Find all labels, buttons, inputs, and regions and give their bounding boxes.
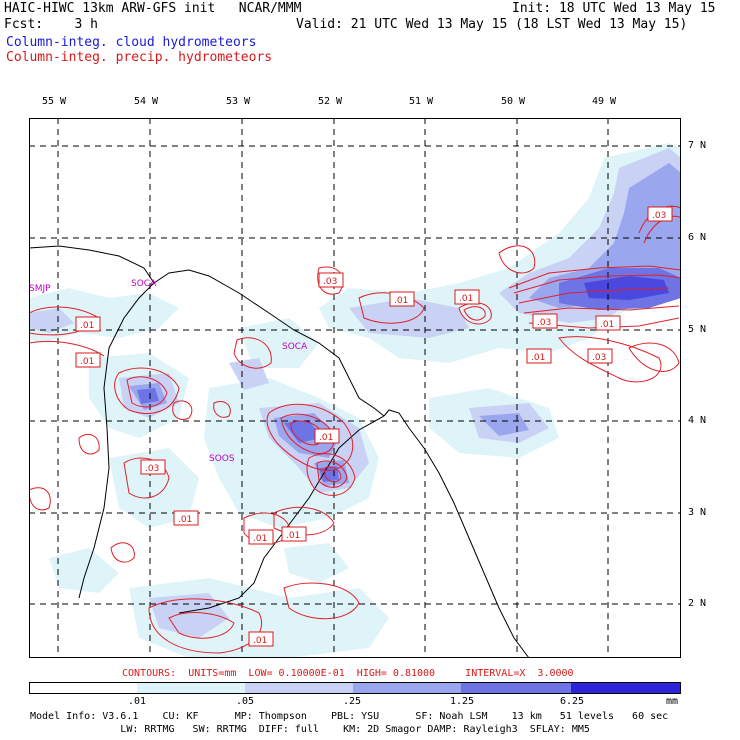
station-label: SOCA xyxy=(131,279,157,289)
colorbar-label: 6.25 xyxy=(560,696,585,707)
contour-label: .03 xyxy=(318,272,344,288)
colorbar-bin xyxy=(461,682,571,694)
field-cloud-label: Column-integ. cloud hydrometeors xyxy=(6,35,257,50)
svg-text:.01: .01 xyxy=(253,636,267,646)
station-label: SOCA xyxy=(282,342,308,352)
contour-label: .01 xyxy=(389,291,415,307)
svg-text:.01: .01 xyxy=(253,534,267,544)
field-precip-label: Column-integ. precip. hydrometeors xyxy=(6,50,273,65)
lat-label: 5 N xyxy=(688,324,707,335)
station-label: SOOS xyxy=(209,454,235,464)
contour-label: .01 xyxy=(173,510,199,526)
svg-text:.03: .03 xyxy=(145,464,159,474)
lon-label: 51 W xyxy=(409,96,434,107)
contour-label: .01 xyxy=(454,289,480,305)
model-info-line1: Model Info: V3.6.1 CU: KF MP: Thompson P… xyxy=(30,711,669,722)
svg-text:.01: .01 xyxy=(394,296,408,306)
lat-label: 2 N xyxy=(688,598,707,609)
lon-label: 53 W xyxy=(226,96,251,107)
contour-label: .01 xyxy=(75,352,101,368)
lon-label: 55 W xyxy=(42,96,67,107)
colorbar xyxy=(29,682,681,694)
contour-label: .01 xyxy=(248,631,274,647)
contours-info: CONTOURS: UNITS=mm LOW= 0.10000E-01 HIGH… xyxy=(122,668,574,679)
svg-text:.01: .01 xyxy=(286,531,300,541)
forecast-hour: Fcst: 3 h xyxy=(4,17,98,32)
lon-label: 52 W xyxy=(318,96,343,107)
colorbar-unit: mm xyxy=(666,696,679,707)
svg-text:.01: .01 xyxy=(531,353,545,363)
lon-label: 49 W xyxy=(592,96,617,107)
contour-label: .01 xyxy=(248,529,274,545)
valid-time: Valid: 21 UTC Wed 13 May 15 (18 LST Wed … xyxy=(296,17,688,32)
contour-label: .01 xyxy=(595,315,621,331)
lon-label: 50 W xyxy=(501,96,526,107)
lon-label: 54 W xyxy=(134,96,159,107)
colorbar-label: .05 xyxy=(236,696,255,707)
svg-text:.01: .01 xyxy=(459,294,473,304)
map-frame xyxy=(29,118,681,658)
contour-label: .01 xyxy=(526,348,552,364)
svg-text:.01: .01 xyxy=(80,321,94,331)
station-markers: SMJP SOCA SOCA SOOS xyxy=(29,279,308,464)
colorbar-bin xyxy=(353,682,461,694)
contour-label: .01 xyxy=(281,526,307,542)
colorbar-label: .25 xyxy=(343,696,362,707)
svg-text:.01: .01 xyxy=(600,320,614,330)
colorbar-label: .01 xyxy=(128,696,147,707)
colorbar-label: 1.25 xyxy=(450,696,475,707)
contour-label: .03 xyxy=(532,313,558,329)
init-time: Init: 18 UTC Wed 13 May 15 xyxy=(512,1,716,16)
latlon-grid xyxy=(29,118,681,658)
svg-text:.01: .01 xyxy=(178,515,192,525)
contour-label: .01 xyxy=(314,428,340,444)
svg-text:.03: .03 xyxy=(652,211,666,221)
contour-label: .03 xyxy=(587,348,613,364)
lat-label: 6 N xyxy=(688,232,707,243)
svg-text:.03: .03 xyxy=(323,277,337,287)
contour-labels: .03 .03 .01 .01 .01 .03 .01 .01 .03 .01 … xyxy=(75,206,673,647)
colorbar-bin xyxy=(137,682,245,694)
contour-label: .03 xyxy=(647,206,673,222)
svg-text:.01: .01 xyxy=(319,433,333,443)
lat-label: 3 N xyxy=(688,507,707,518)
lat-label: 4 N xyxy=(688,415,707,426)
lat-label: 7 N xyxy=(688,140,707,151)
colorbar-bin xyxy=(245,682,353,694)
contour-label: .03 xyxy=(140,459,166,475)
forecast-map: SMJP SOCA SOCA SOOS .03 .03 .01 .01 .01 … xyxy=(29,118,681,658)
colorbar-bin xyxy=(571,682,681,694)
station-label: SMJP xyxy=(29,284,51,294)
map-title: HAIC-HIWC 13km ARW-GFS init NCAR/MMM xyxy=(4,1,302,16)
model-info-line2: LW: RRTMG SW: RRTMG DIFF: full KM: 2D Sm… xyxy=(30,724,590,735)
cloud-shading-max xyxy=(584,276,669,300)
contour-label: .01 xyxy=(75,316,101,332)
svg-text:.03: .03 xyxy=(592,353,606,363)
colorbar-bin xyxy=(29,682,137,694)
svg-text:.01: .01 xyxy=(80,357,94,367)
svg-text:.03: .03 xyxy=(537,318,551,328)
